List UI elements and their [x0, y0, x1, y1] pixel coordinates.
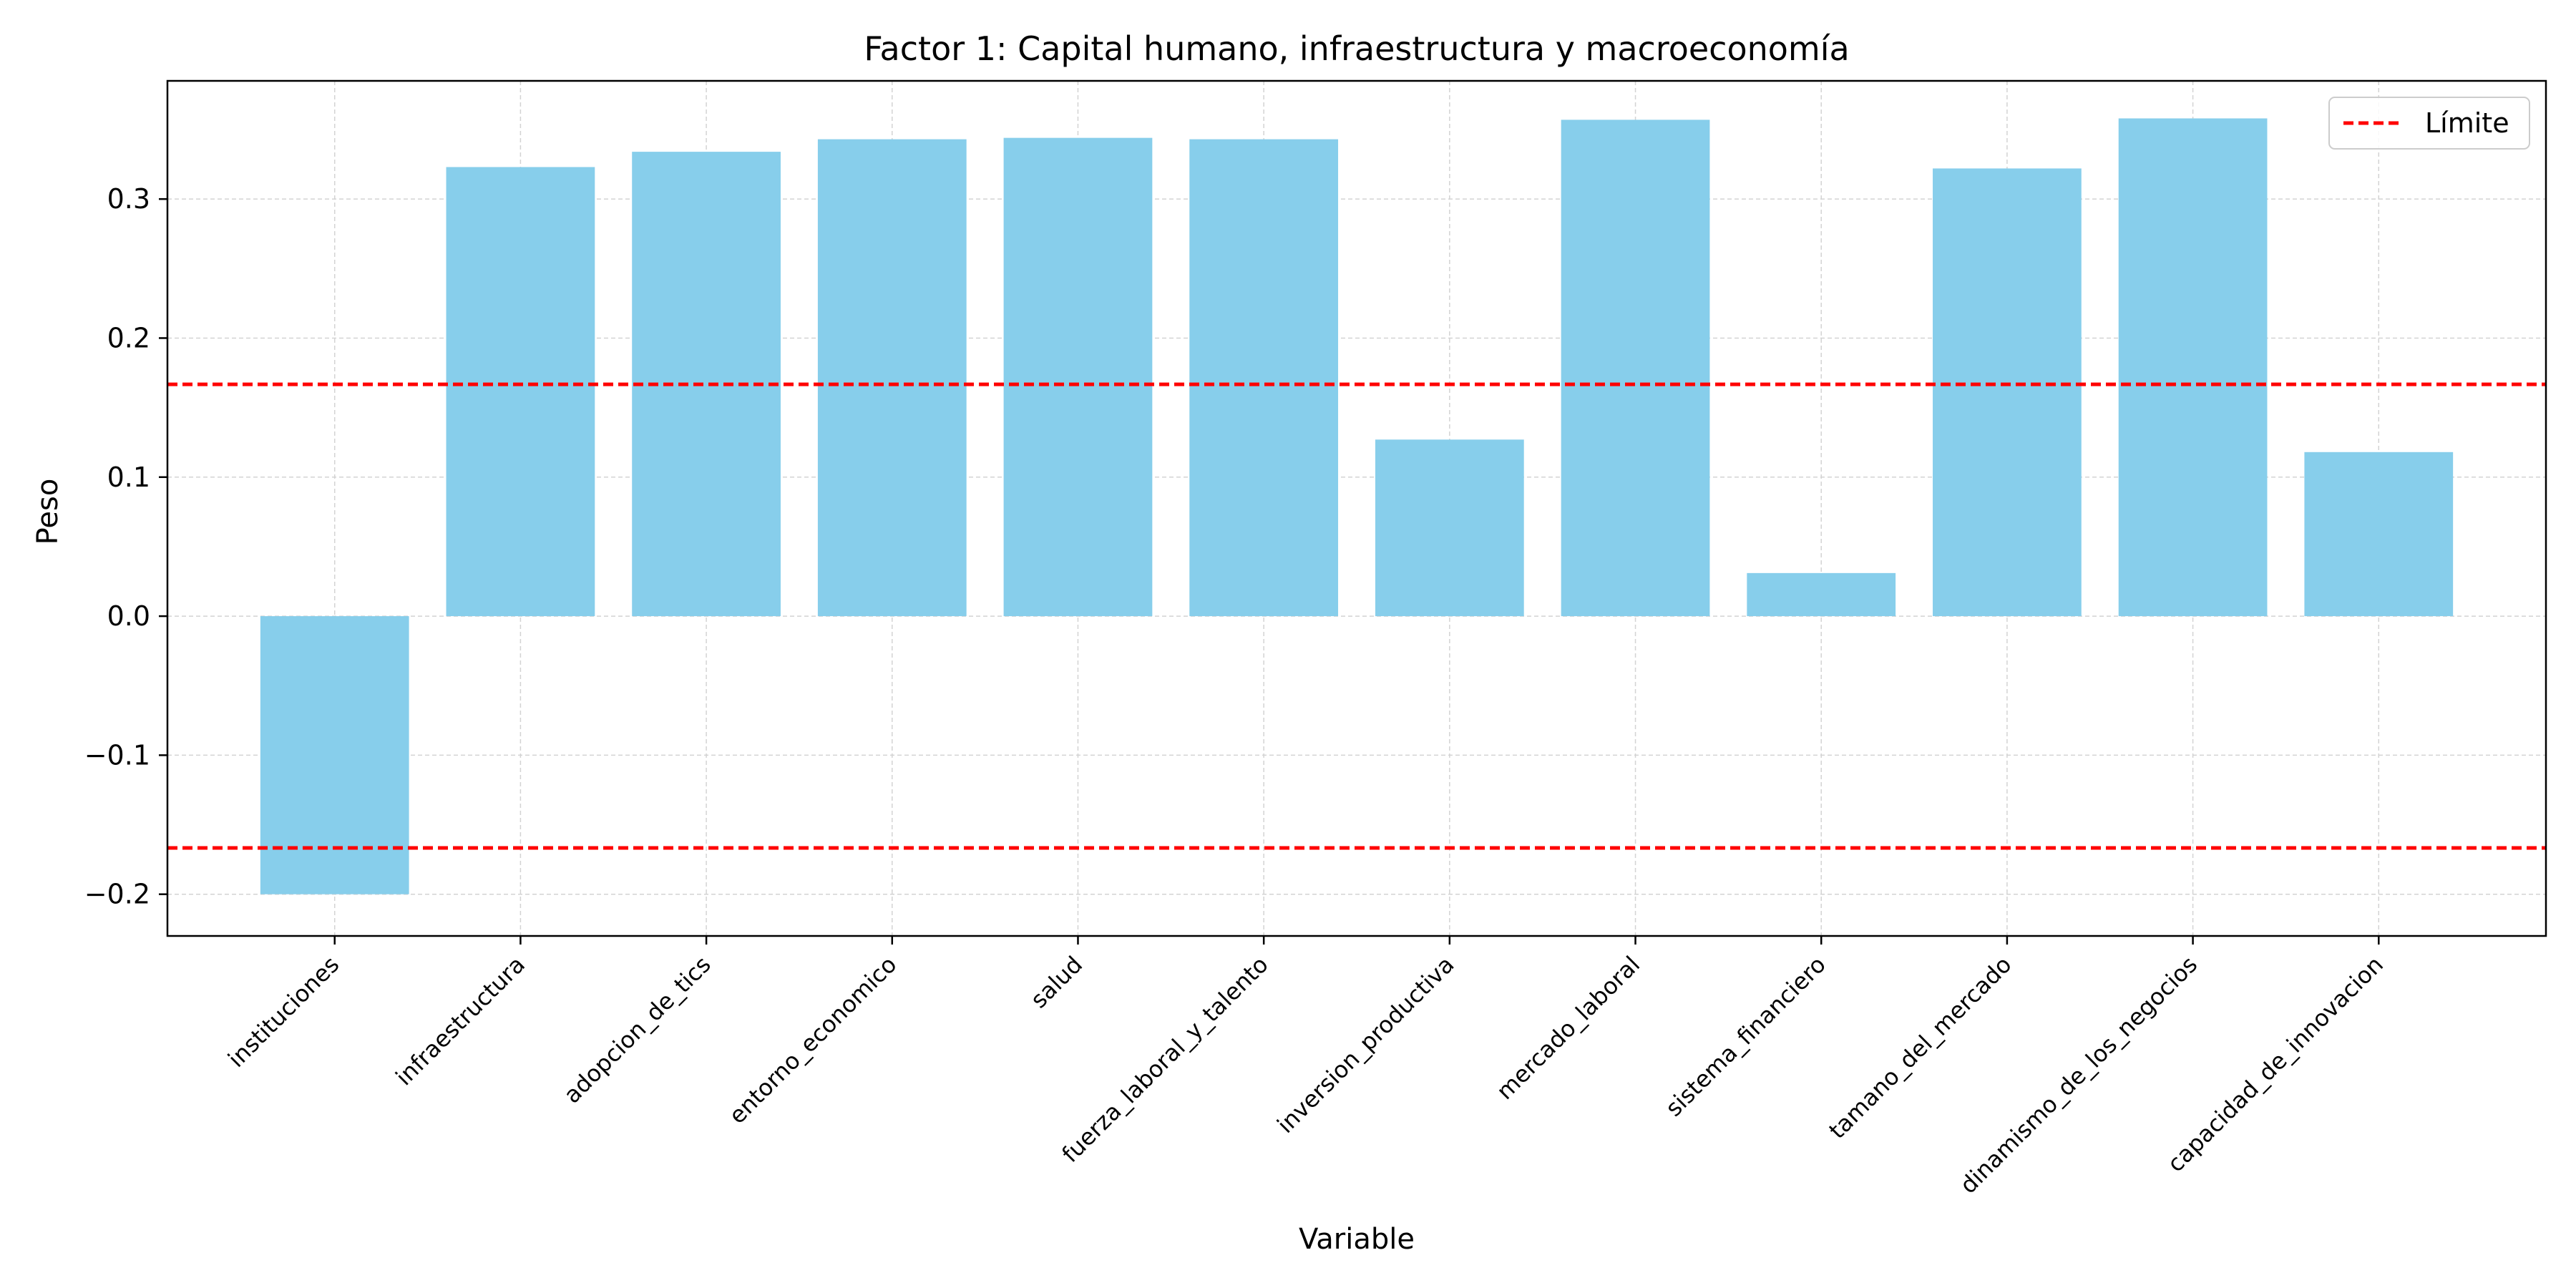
- reference-lines-layer: [167, 382, 2546, 850]
- y-axis-label: Peso: [31, 479, 64, 545]
- bar-fuerza_laboral_y_talento: [1189, 139, 1339, 617]
- x-tick-label-tamano_del_mercado: tamano_del_mercado: [1823, 951, 2016, 1144]
- x-tick-label-capacidad_de_innovacion: capacidad_de_innovacion: [2162, 951, 2389, 1178]
- bar-instituciones: [260, 616, 409, 894]
- bar-dinamismo_de_los_negocios: [2118, 118, 2268, 617]
- y-tick-label: 0.0: [107, 600, 150, 632]
- x-tick-label-adopcion_de_tics: adopcion_de_tics: [558, 951, 716, 1109]
- bar-infraestructura: [446, 167, 595, 617]
- legend-label-limite: Límite: [2425, 107, 2509, 139]
- x-tick-label-fuerza_laboral_y_talento: fuerza_laboral_y_talento: [1057, 951, 1274, 1168]
- chart-title: Factor 1: Capital humano, infraestructur…: [864, 29, 1849, 68]
- plot-frame: [166, 79, 2547, 937]
- x-tick-label-entorno_economico: entorno_economico: [723, 951, 902, 1129]
- legend: Límite: [2328, 97, 2530, 150]
- bar-sistema_financiero: [1747, 572, 1896, 617]
- bar-mercado_laboral: [1561, 119, 1710, 617]
- y-tick-label: 0.2: [107, 322, 150, 353]
- y-tick-label: 0.1: [107, 462, 150, 493]
- bars-layer: [260, 118, 2454, 894]
- x-tick-label-salud: salud: [1025, 951, 1088, 1014]
- bar-inversion_productiva: [1375, 439, 1524, 617]
- y-tick-label: 0.3: [107, 183, 150, 215]
- x-axis-label: Variable: [1299, 1223, 1415, 1256]
- x-tick-label-infraestructura: infraestructura: [390, 951, 530, 1091]
- x-tick-label-inversion_productiva: inversion_productiva: [1272, 951, 1459, 1138]
- x-tick-label-sistema_financiero: sistema_financiero: [1660, 951, 1831, 1122]
- bar-salud: [1003, 137, 1153, 617]
- y-tick-label: −0.1: [84, 739, 150, 771]
- y-tick-label: −0.2: [84, 879, 150, 910]
- bar-capacidad_de_innovacion: [2304, 452, 2454, 617]
- x-tick-label-instituciones: instituciones: [223, 951, 344, 1073]
- bar-tamano_del_mercado: [1933, 168, 2082, 617]
- legend-box: [2328, 97, 2530, 150]
- x-tick-label-mercado_laboral: mercado_laboral: [1491, 951, 1645, 1105]
- bar-entorno_economico: [817, 139, 967, 617]
